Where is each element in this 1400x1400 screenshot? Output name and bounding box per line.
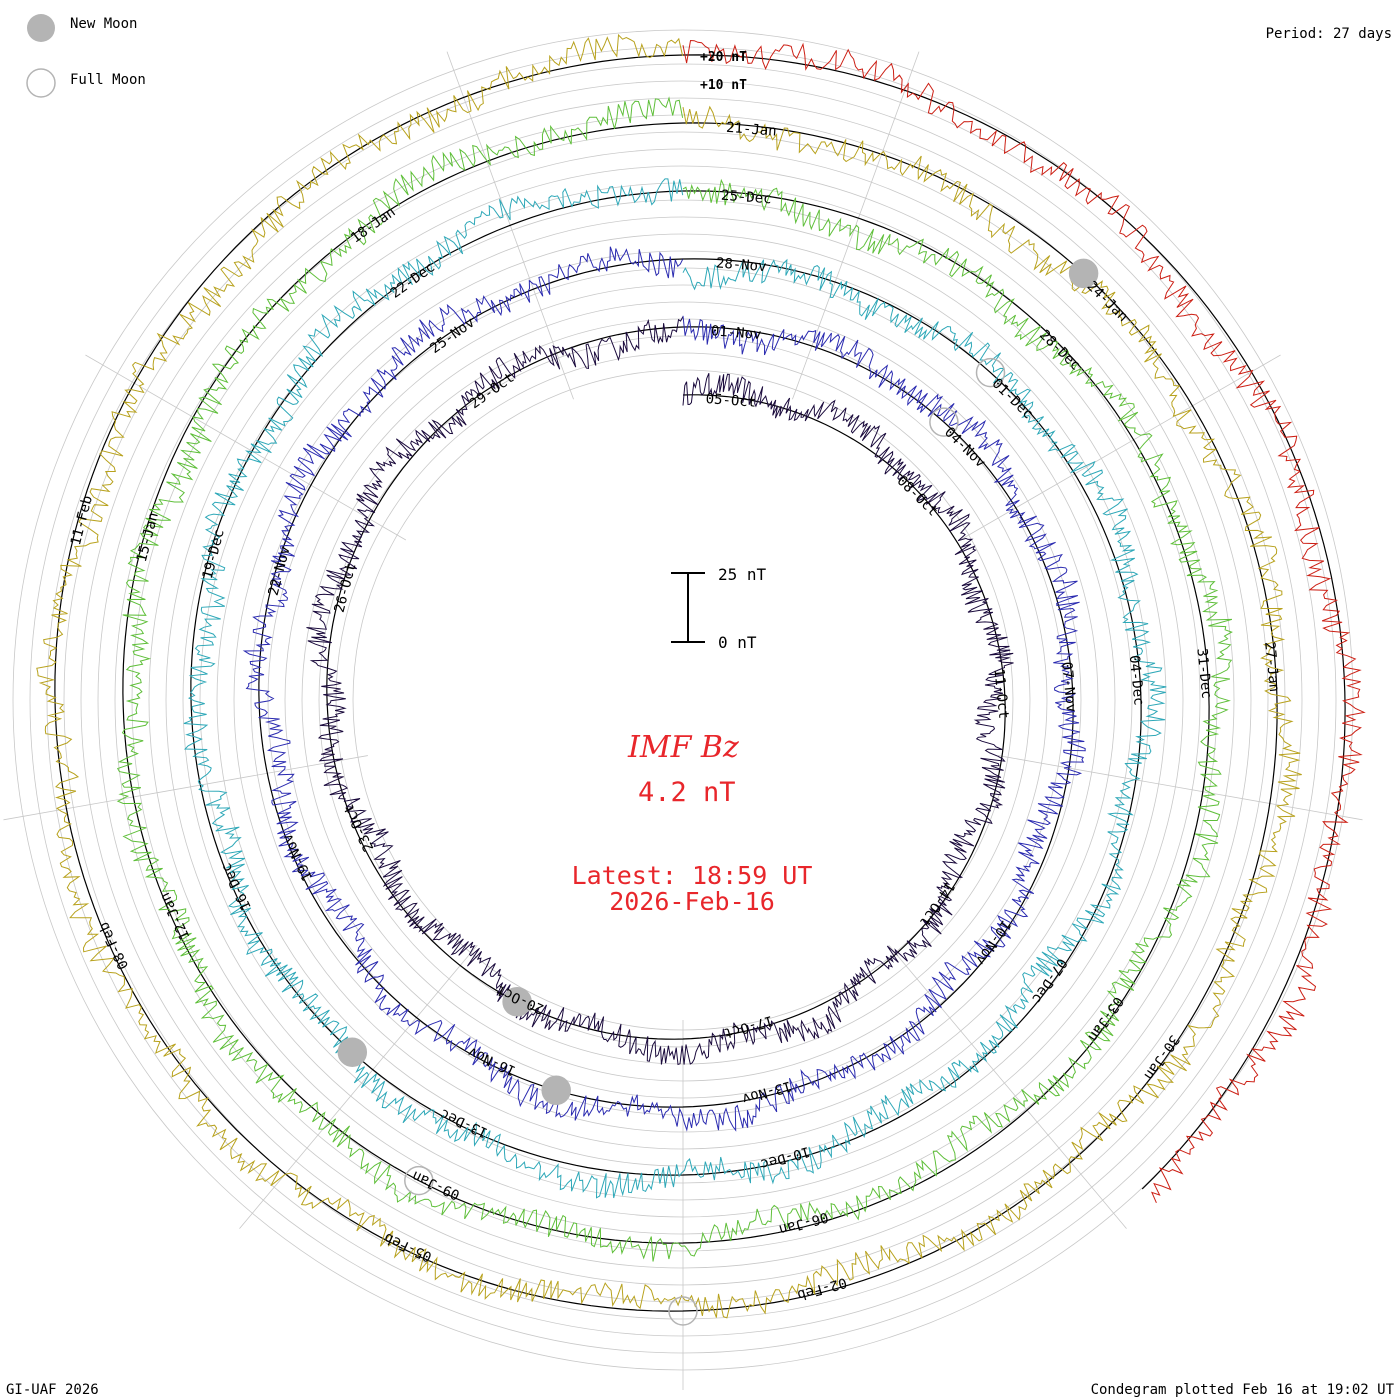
rotation-trace-0 xyxy=(306,316,1014,1066)
grid-spoke xyxy=(959,354,1281,541)
full-moon-marker xyxy=(668,1296,698,1326)
grid-spoke xyxy=(888,944,1127,1229)
date-label: 31-Dec xyxy=(1193,648,1214,700)
date-label: 28-Dec xyxy=(1036,327,1083,374)
moon-markers xyxy=(337,258,1099,1326)
scale-label-top: +20 nT xyxy=(700,50,747,65)
chart-title: IMF Bz xyxy=(627,730,739,765)
rotation-trace-1 xyxy=(242,246,1086,1132)
date-label: 07-Nov xyxy=(1058,661,1079,713)
plotted-label: Condegram plotted Feb 16 at 19:02 UT xyxy=(1091,1382,1395,1398)
grid-spoke xyxy=(239,944,478,1229)
grid-spoke xyxy=(85,354,407,541)
date-label: 05-Feb xyxy=(382,1229,435,1264)
rotation-trace-2 xyxy=(183,178,1167,1199)
scale-bar-bottom-label: 0 nT xyxy=(718,633,757,652)
full-moon-marker xyxy=(929,407,959,437)
grid-circle xyxy=(250,267,1116,1133)
date-label: 11-Oct xyxy=(990,668,1011,720)
new-moon-marker xyxy=(541,1075,571,1106)
full-moon-marker xyxy=(404,1165,434,1196)
date-label: 15-Jan xyxy=(134,511,162,564)
rotation-trace-4 xyxy=(36,33,1302,1319)
legend-new-moon: New Moon xyxy=(70,16,137,32)
date-label: 16-Dec xyxy=(218,860,254,913)
date-label: 25-Dec xyxy=(721,188,773,208)
date-label: 14-Oct xyxy=(916,878,958,929)
date-label: 24-Jan xyxy=(1084,278,1131,325)
date-label: 28-Nov xyxy=(715,255,767,275)
grid-spoke xyxy=(3,755,368,821)
date-label: 01-Nov xyxy=(710,323,762,343)
date-label: 27-Jan xyxy=(1261,641,1282,693)
date-label: 04-Dec xyxy=(1126,654,1147,706)
data-traces xyxy=(36,33,1366,1319)
date-label: 13-Dec xyxy=(438,1105,491,1140)
latest-time: Latest: 18:59 UT xyxy=(572,861,813,890)
date-labels: 05-Oct08-Oct11-Oct14-Oct17-Oct20-Oct23-O… xyxy=(68,120,1282,1303)
scale-bar-top-label: 25 nT xyxy=(718,565,767,584)
date-label: 09-Jan xyxy=(410,1167,463,1202)
rotation-trace-5 xyxy=(682,39,1366,1203)
date-label: 18-Jan xyxy=(348,204,398,247)
date-label: 25-Nov xyxy=(427,315,477,358)
current-value: 4.2 nT xyxy=(638,777,736,808)
date-label: 10-Nov xyxy=(972,917,1014,968)
latest-date: 2026-Feb-16 xyxy=(609,887,775,916)
full-moon-icon xyxy=(26,68,56,98)
credit-label: GI-UAF 2026 xyxy=(6,1382,99,1398)
date-label: 26-Oct xyxy=(332,561,360,614)
spiral-baseline xyxy=(54,54,1346,1312)
period-label: Period: 27 days xyxy=(1266,26,1392,42)
date-label: 01-Dec xyxy=(989,376,1036,423)
date-label: 19-Dec xyxy=(200,528,228,581)
new-moon-marker xyxy=(502,987,532,1017)
date-label: 05-Oct xyxy=(705,391,757,411)
grid-circle xyxy=(352,369,1014,1031)
new-moon-marker xyxy=(1068,258,1099,289)
grid-circle xyxy=(267,284,1099,1116)
rotation-trace-3 xyxy=(116,96,1233,1262)
legend-full-moon: Full Moon xyxy=(70,72,146,88)
date-label: 22-Dec xyxy=(388,259,438,302)
scale-label-second: +10 nT xyxy=(700,78,747,93)
full-moon-marker xyxy=(975,357,1006,388)
date-label: 21-Jan xyxy=(726,120,778,140)
grid-circle xyxy=(284,301,1082,1099)
grid-spoke xyxy=(998,755,1363,821)
new-moon-marker xyxy=(337,1037,368,1067)
scale-bar xyxy=(671,572,705,643)
new-moon-icon xyxy=(27,14,55,42)
grid-circle xyxy=(318,335,1048,1065)
date-label: 12-Jan xyxy=(157,890,193,943)
radial-grid xyxy=(3,29,1363,1390)
date-label: 08-Feb xyxy=(96,919,132,972)
